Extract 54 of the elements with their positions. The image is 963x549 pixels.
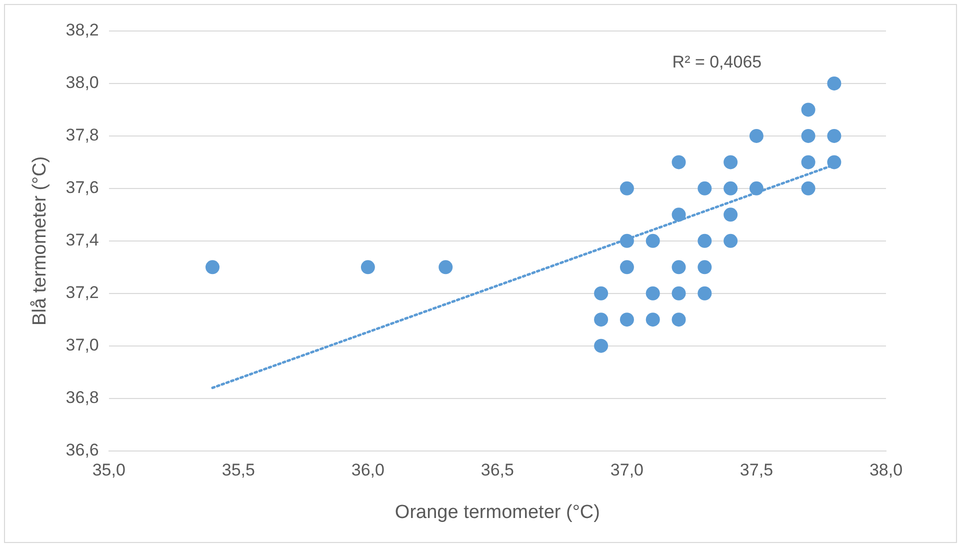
point [594, 312, 608, 327]
x-tick-label: 36,5 [480, 460, 514, 480]
x-axis-title: Orange termometer (°C) [394, 502, 600, 523]
y-tick-label: 38,2 [66, 20, 99, 40]
point [646, 234, 660, 248]
x-tick-label: 36,0 [351, 460, 384, 480]
point [827, 155, 842, 170]
point [698, 286, 712, 300]
y-tick-label: 38,0 [66, 73, 99, 92]
point [620, 260, 634, 274]
point [672, 208, 686, 222]
point [749, 128, 764, 143]
point [724, 155, 738, 170]
point [698, 260, 712, 274]
point [698, 234, 712, 248]
point [698, 181, 712, 196]
annotation: R² = 0,4065 [672, 52, 762, 72]
point [724, 234, 738, 248]
point [827, 128, 842, 143]
y-tick-label: 36,6 [66, 440, 99, 460]
y-tick-label: 37,6 [66, 178, 99, 198]
point [672, 312, 686, 327]
point [801, 128, 816, 143]
y-axis-title: Blå termometer (°C) [30, 156, 51, 326]
x-tick-label: 37,0 [610, 460, 644, 480]
point [620, 181, 634, 196]
point [827, 76, 842, 90]
point [646, 286, 660, 300]
point [672, 260, 686, 274]
y-tick-label: 37,4 [66, 230, 99, 250]
x-tick-label: 35,0 [92, 460, 126, 480]
point [724, 208, 738, 222]
point [438, 260, 453, 274]
point [801, 102, 816, 117]
y-tick-label: 37,2 [66, 283, 99, 302]
x-tick-label: 37,5 [740, 460, 774, 480]
point [620, 312, 634, 327]
point [206, 260, 220, 274]
point [620, 234, 634, 248]
point [672, 286, 686, 300]
y-tick-label: 36,8 [66, 388, 99, 408]
y-tick-label: 37,8 [66, 126, 99, 145]
x-tick-label: 38,0 [869, 460, 903, 480]
point [801, 155, 816, 170]
point [749, 181, 764, 196]
point [360, 260, 375, 274]
x-tick-label: 35,5 [222, 460, 255, 480]
point [646, 312, 660, 327]
point [801, 181, 816, 196]
point [594, 286, 608, 300]
point [594, 338, 608, 353]
y-tick-label: 37,0 [66, 336, 99, 355]
point [672, 155, 686, 170]
point [724, 181, 738, 196]
